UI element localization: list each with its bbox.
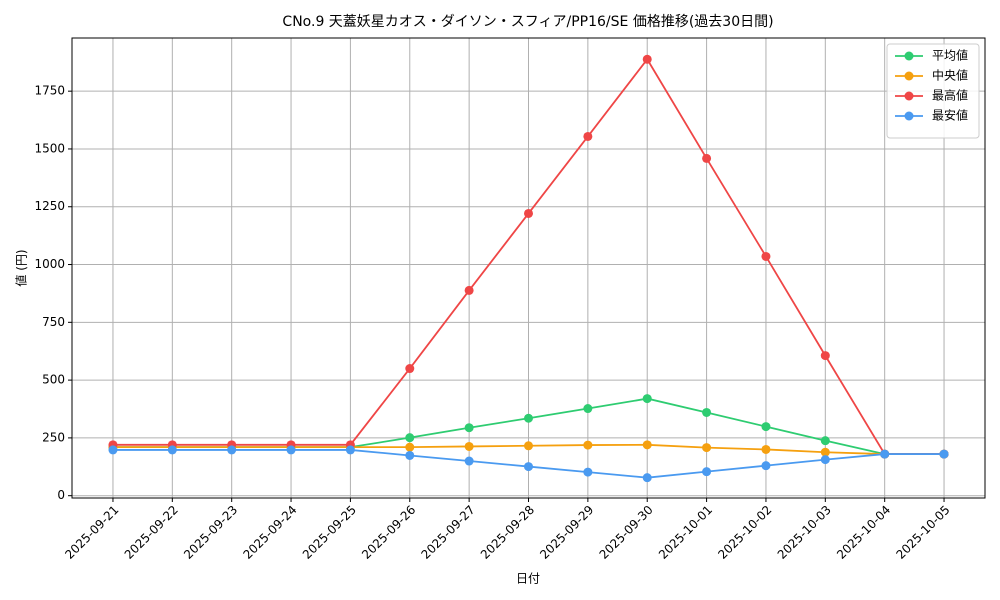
data-point	[702, 407, 712, 417]
data-point	[524, 441, 533, 451]
legend-marker	[904, 51, 914, 61]
legend-label: 平均値	[932, 48, 968, 63]
y-tick-label: 0	[57, 488, 65, 502]
data-point	[167, 445, 177, 455]
legend-marker	[904, 111, 914, 121]
data-point	[583, 467, 593, 477]
data-point	[642, 473, 652, 483]
data-point	[820, 436, 830, 446]
data-point	[820, 351, 830, 361]
data-point	[524, 413, 533, 423]
data-point	[108, 445, 118, 455]
data-point	[583, 131, 593, 141]
data-point	[702, 153, 712, 163]
y-tick-label: 250	[42, 430, 65, 444]
legend-label: 中央値	[932, 68, 968, 83]
y-tick-label: 500	[42, 373, 65, 387]
chart-title: CNo.9 天蓋妖星カオス・ダイソン・スフィア/PP16/SE 価格推移(過去3…	[282, 14, 773, 30]
y-axis-label: 値 (円)	[14, 249, 29, 286]
data-point	[761, 444, 771, 454]
data-point	[583, 404, 593, 414]
legend-marker	[904, 71, 914, 81]
data-point	[642, 394, 652, 404]
data-point	[583, 440, 593, 450]
data-point	[880, 449, 890, 459]
data-point	[642, 54, 652, 64]
y-tick-label: 1750	[34, 84, 65, 98]
data-point	[464, 285, 474, 295]
data-point	[227, 445, 237, 455]
data-point	[405, 364, 415, 374]
data-point	[761, 422, 771, 432]
data-point	[286, 445, 296, 455]
legend-label: 最安値	[932, 108, 968, 123]
legend-marker	[904, 91, 914, 101]
data-point	[464, 441, 474, 451]
data-point	[939, 449, 949, 459]
data-point	[464, 423, 474, 433]
plot-frame	[71, 37, 986, 499]
data-point	[464, 456, 474, 466]
data-point	[820, 447, 830, 457]
y-tick-label: 1000	[34, 257, 65, 271]
data-point	[761, 461, 771, 471]
data-point	[405, 450, 415, 460]
data-point	[524, 208, 533, 218]
data-point	[405, 442, 415, 452]
y-tick-label: 1500	[34, 141, 65, 155]
data-point	[345, 445, 355, 455]
x-axis-label: 日付	[516, 572, 540, 586]
y-tick-label: 1250	[34, 199, 65, 213]
legend-label: 最高値	[932, 88, 968, 103]
data-point	[524, 462, 533, 472]
data-point	[820, 455, 830, 465]
data-point	[642, 440, 652, 450]
data-point	[702, 443, 712, 453]
data-point	[405, 433, 415, 443]
y-tick-label: 750	[42, 315, 65, 329]
data-point	[761, 251, 771, 261]
data-point	[702, 467, 712, 477]
